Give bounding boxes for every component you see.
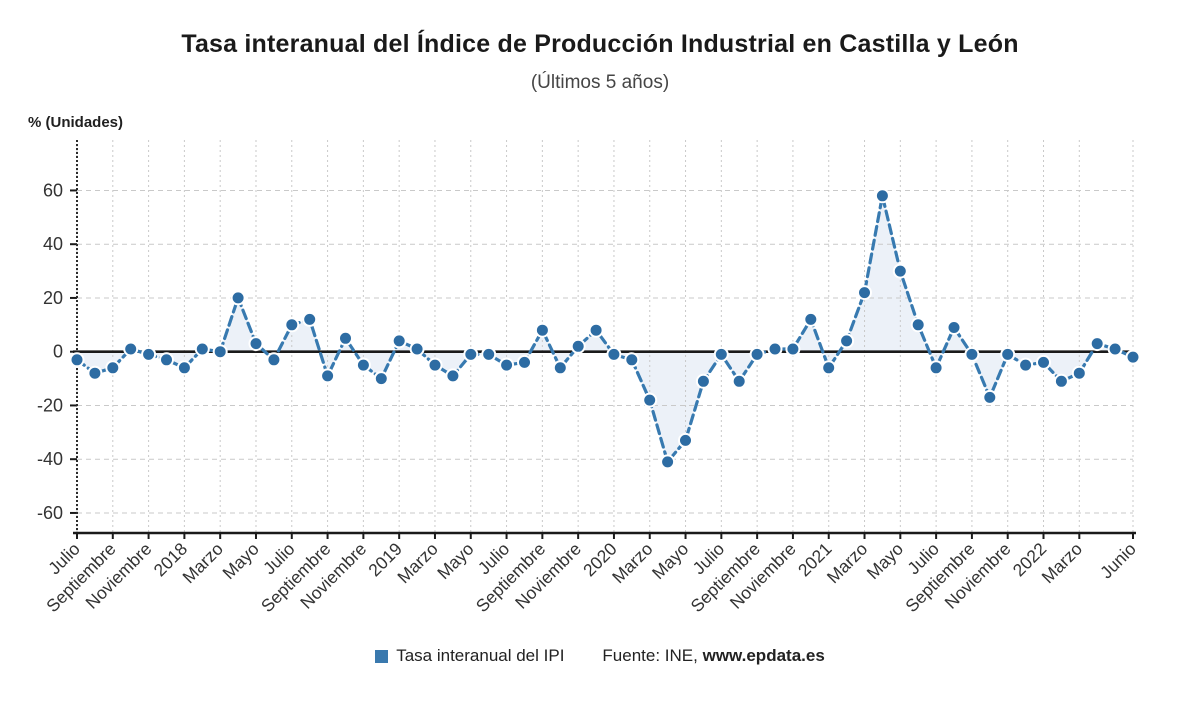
x-tick-label: Marzo: [823, 539, 872, 588]
data-point[interactable]: [141, 346, 157, 362]
y-tick-label: -60: [37, 503, 63, 523]
data-point[interactable]: [803, 311, 819, 327]
x-tick-label: Mayo: [863, 539, 907, 583]
y-tick-label: -20: [37, 395, 63, 415]
data-point[interactable]: [928, 360, 944, 376]
y-tick-label: 40: [43, 234, 63, 254]
x-tick-label: Junio: [1096, 539, 1140, 583]
data-point[interactable]: [1071, 365, 1087, 381]
data-point[interactable]: [1089, 336, 1105, 352]
data-point[interactable]: [552, 360, 568, 376]
legend-label: Tasa interanual del IPI: [396, 646, 565, 665]
data-point[interactable]: [320, 368, 336, 384]
data-point[interactable]: [713, 346, 729, 362]
x-tick-label: Marzo: [1038, 539, 1087, 588]
data-point[interactable]: [302, 311, 318, 327]
chart-footer: Tasa interanual del IPI Fuente: INE, www…: [0, 646, 1200, 666]
data-point[interactable]: [266, 352, 282, 368]
data-point[interactable]: [427, 357, 443, 373]
data-point[interactable]: [660, 454, 676, 470]
x-tick-label: Marzo: [178, 539, 227, 588]
data-point[interactable]: [946, 320, 962, 335]
chart-subtitle: (Últimos 5 años): [530, 72, 670, 93]
data-point[interactable]: [624, 352, 640, 368]
data-point[interactable]: [964, 346, 980, 362]
data-point[interactable]: [248, 336, 264, 352]
legend-swatch-icon: [375, 649, 389, 663]
data-point[interactable]: [517, 354, 532, 370]
data-point[interactable]: [87, 365, 103, 381]
data-point[interactable]: [284, 317, 300, 333]
data-point[interactable]: [176, 360, 192, 376]
data-point[interactable]: [409, 341, 425, 357]
data-point[interactable]: [821, 360, 837, 376]
data-point[interactable]: [874, 188, 890, 204]
data-point[interactable]: [338, 330, 353, 346]
data-point[interactable]: [785, 341, 801, 357]
data-point[interactable]: [499, 357, 515, 373]
data-point[interactable]: [749, 346, 765, 362]
data-point[interactable]: [194, 341, 210, 357]
data-point[interactable]: [839, 333, 855, 349]
x-tick-label: Mayo: [218, 539, 262, 583]
y-axis-unit-label: % (Unidades): [28, 114, 124, 131]
data-point[interactable]: [857, 285, 872, 301]
data-point[interactable]: [1107, 341, 1123, 357]
data-point[interactable]: [355, 357, 371, 373]
legend-item-ipi: Tasa interanual del IPI: [375, 646, 564, 666]
y-tick-label: -40: [37, 449, 63, 469]
data-point[interactable]: [69, 352, 85, 368]
source-link[interactable]: www.epdata.es: [702, 646, 825, 665]
data-point[interactable]: [1000, 346, 1016, 362]
x-tick-label: Mayo: [648, 539, 692, 583]
x-tick-label: Marzo: [608, 539, 657, 588]
data-point[interactable]: [445, 368, 461, 384]
data-point[interactable]: [1053, 373, 1069, 389]
y-tick-label: 60: [43, 180, 63, 200]
data-point[interactable]: [695, 373, 711, 389]
data-point[interactable]: [606, 346, 622, 362]
y-tick-label: 20: [43, 288, 63, 308]
data-point[interactable]: [910, 317, 926, 333]
x-tick-label: Mayo: [433, 539, 477, 583]
data-point[interactable]: [982, 389, 998, 405]
data-point[interactable]: [463, 346, 479, 362]
data-point[interactable]: [570, 338, 586, 354]
data-point[interactable]: [373, 371, 389, 387]
data-point[interactable]: [391, 333, 407, 349]
data-point[interactable]: [892, 263, 908, 279]
data-point[interactable]: [534, 322, 550, 338]
data-point[interactable]: [1018, 357, 1034, 373]
data-point[interactable]: [642, 392, 658, 408]
data-point[interactable]: [588, 322, 604, 338]
data-point[interactable]: [212, 344, 228, 360]
data-point[interactable]: [230, 290, 246, 306]
data-point[interactable]: [481, 346, 497, 362]
data-point[interactable]: [1036, 354, 1051, 370]
chart-title: Tasa interanual del Índice de Producción…: [181, 30, 1019, 58]
y-tick-label: 0: [53, 342, 63, 362]
data-point[interactable]: [159, 352, 174, 368]
data-point[interactable]: [123, 341, 139, 357]
x-tick-label: Marzo: [393, 539, 442, 588]
source-note: Fuente: INE, www.epdata.es: [602, 646, 824, 666]
data-point[interactable]: [1125, 349, 1141, 365]
series-area-fill: [77, 195, 1133, 462]
data-point[interactable]: [767, 341, 783, 357]
source-prefix: Fuente: INE,: [602, 646, 703, 665]
data-point[interactable]: [105, 360, 121, 376]
data-point[interactable]: [731, 373, 747, 389]
data-point[interactable]: [678, 432, 693, 448]
